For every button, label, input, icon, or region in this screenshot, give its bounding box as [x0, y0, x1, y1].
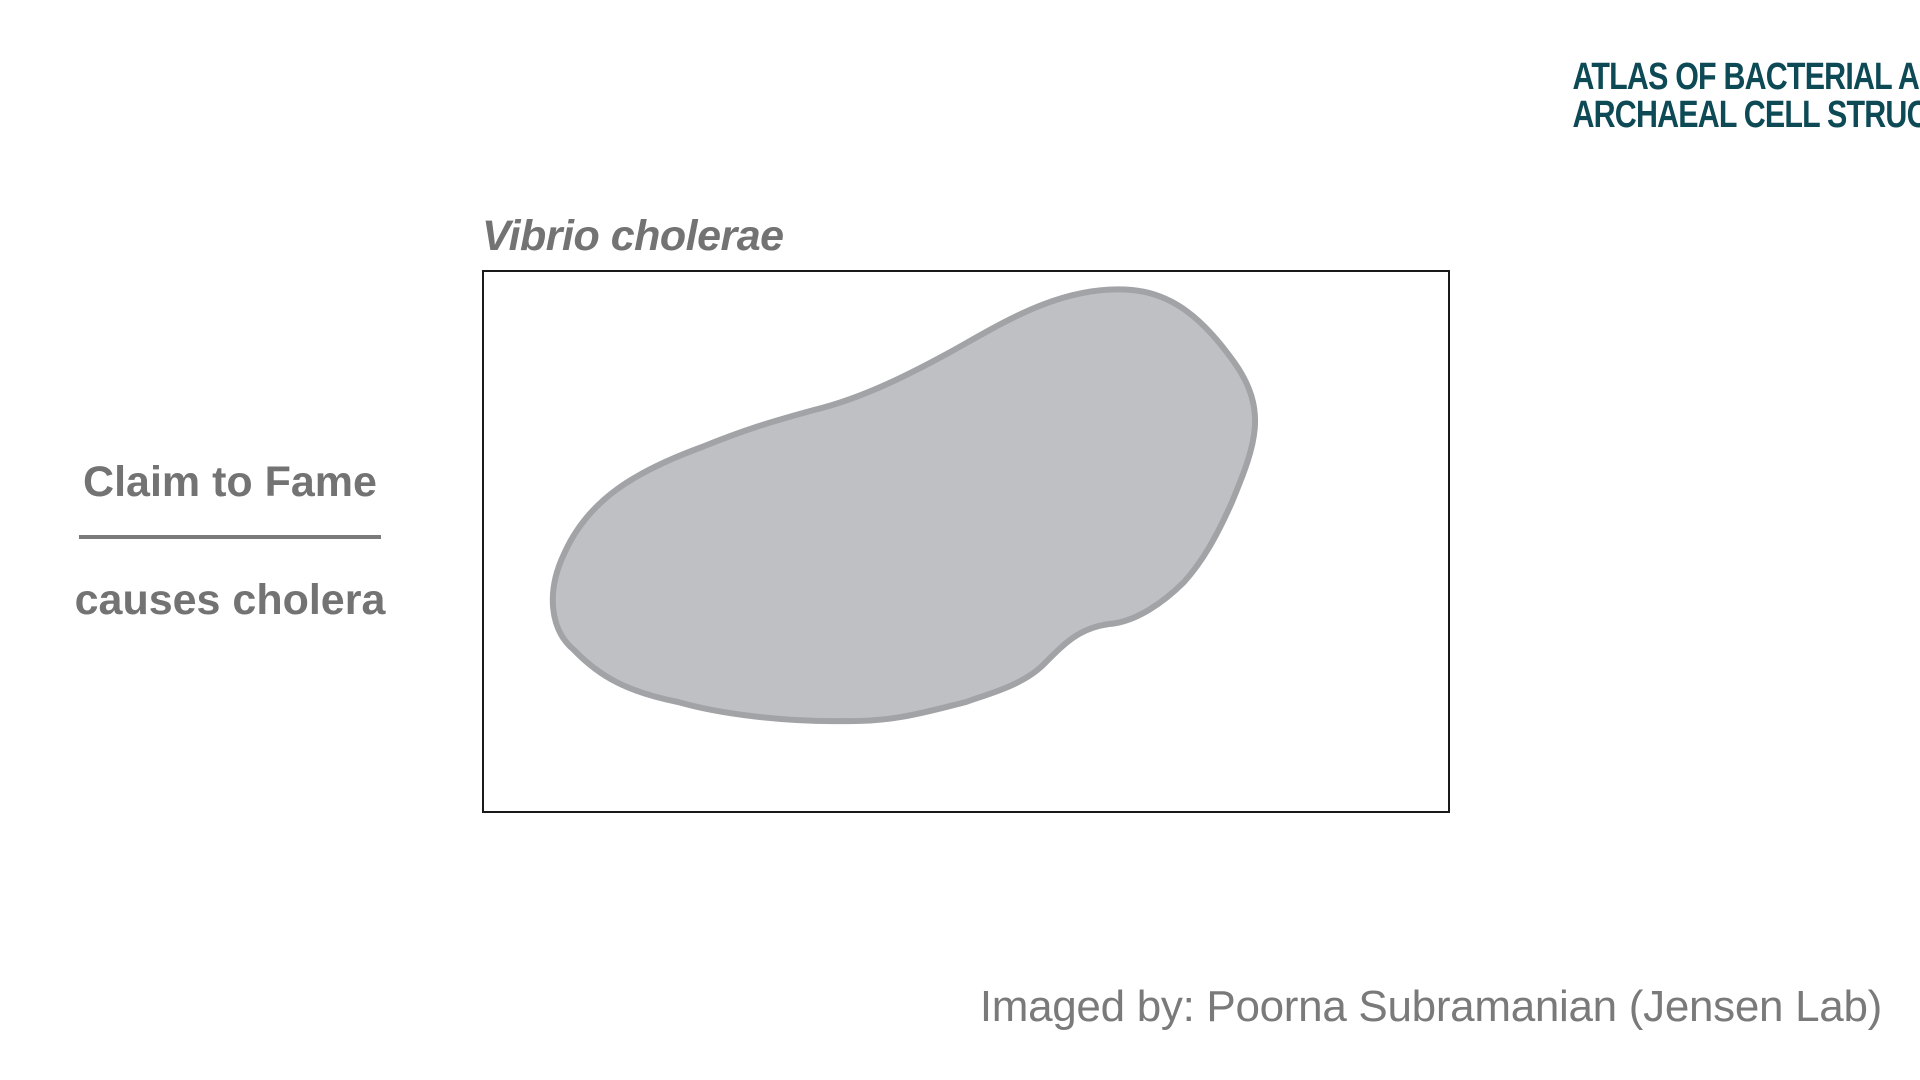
species-title: Vibrio cholerae [482, 212, 784, 261]
logo-line-2: ARCHAEAL CELL STRUCTURE [1573, 96, 1849, 134]
image-credit: Imaged by: Poorna Subramanian (Jensen La… [980, 982, 1882, 1032]
cell-outline-illustration [484, 272, 1448, 811]
claim-to-fame-heading: Claim to Fame [78, 458, 382, 507]
atlas-logo: ATLAS OF BACTERIAL AND ARCHAEAL CELL STR… [1538, 58, 1883, 134]
claim-divider [79, 535, 381, 539]
cell-image-frame [482, 270, 1450, 813]
logo-line-1: ATLAS OF BACTERIAL AND [1573, 58, 1849, 96]
claim-to-fame-text: causes cholera [70, 576, 390, 625]
bacterial-cell-shape [553, 289, 1255, 721]
